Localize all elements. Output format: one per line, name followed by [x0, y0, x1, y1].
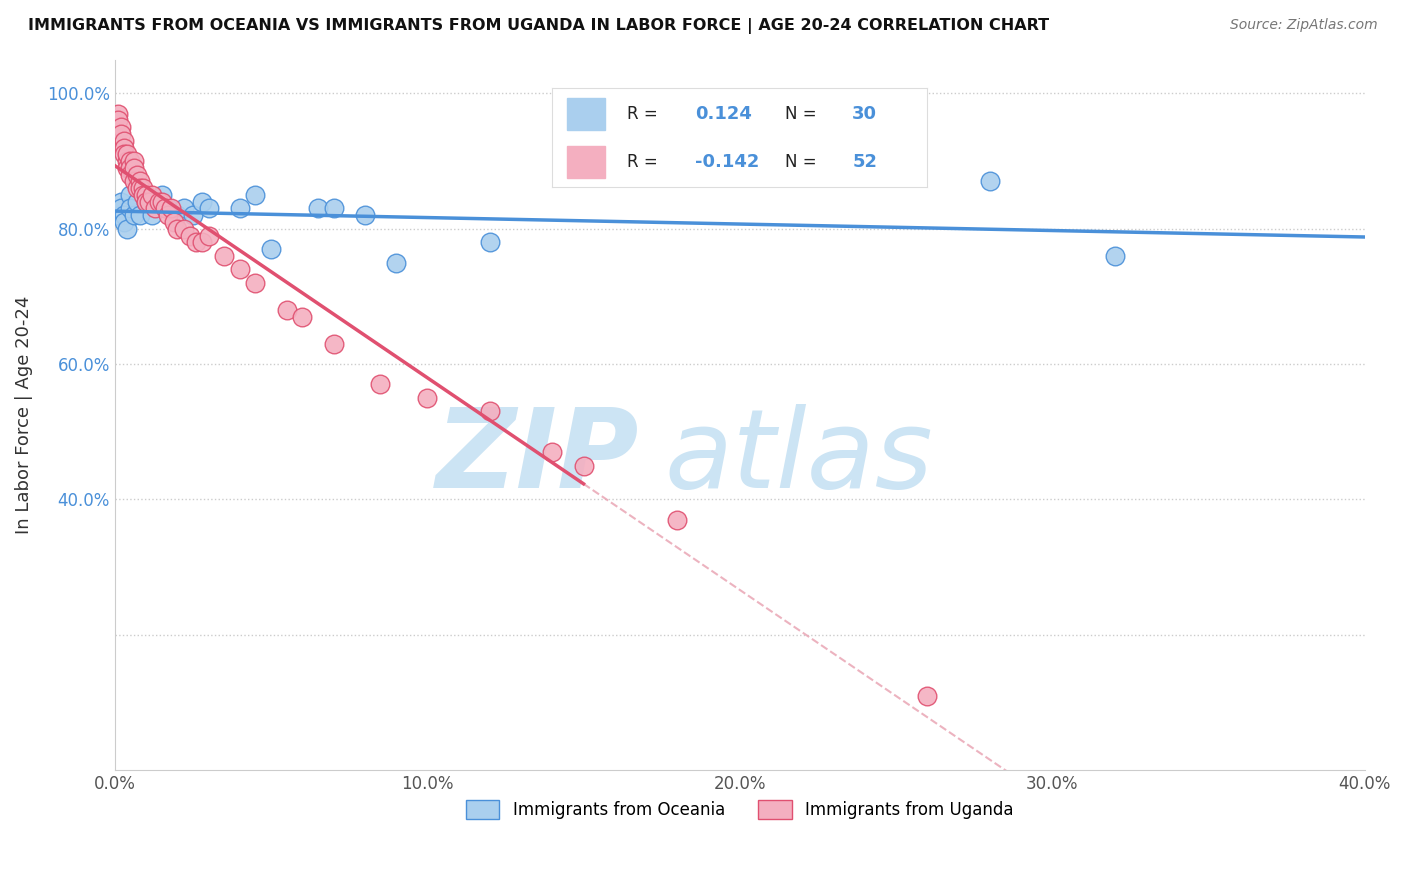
Point	[1104, 249, 1126, 263]
Point	[125, 181, 148, 195]
Point	[385, 255, 408, 269]
Point	[212, 249, 235, 263]
Point	[120, 202, 142, 216]
Point	[112, 134, 135, 148]
Point	[110, 194, 132, 209]
Point	[122, 174, 145, 188]
Point	[112, 140, 135, 154]
Point	[112, 215, 135, 229]
Point	[229, 262, 252, 277]
Point	[145, 202, 167, 216]
Point	[132, 188, 155, 202]
Point	[173, 202, 195, 216]
Point	[128, 208, 150, 222]
Point	[107, 106, 129, 120]
Point	[979, 174, 1001, 188]
Point	[191, 235, 214, 250]
Point	[197, 202, 219, 216]
Point	[307, 202, 329, 216]
Point	[120, 188, 142, 202]
Text: atlas: atlas	[665, 404, 934, 511]
Point	[112, 147, 135, 161]
Y-axis label: In Labor Force | Age 20-24: In Labor Force | Age 20-24	[15, 295, 32, 534]
Point	[166, 221, 188, 235]
Point	[117, 147, 139, 161]
Point	[572, 458, 595, 473]
Point	[110, 127, 132, 141]
Point	[245, 188, 267, 202]
Point	[541, 445, 564, 459]
Point	[260, 242, 283, 256]
Point	[148, 194, 170, 209]
Text: Source: ZipAtlas.com: Source: ZipAtlas.com	[1230, 18, 1378, 32]
Point	[291, 310, 314, 324]
Point	[666, 513, 689, 527]
Point	[120, 161, 142, 175]
Point	[128, 181, 150, 195]
Point	[107, 208, 129, 222]
Point	[322, 202, 344, 216]
Point	[166, 208, 188, 222]
Point	[160, 202, 183, 216]
Point	[138, 194, 160, 209]
Point	[478, 235, 501, 250]
Point	[110, 202, 132, 216]
Point	[416, 391, 439, 405]
Text: IMMIGRANTS FROM OCEANIA VS IMMIGRANTS FROM UGANDA IN LABOR FORCE | AGE 20-24 COR: IMMIGRANTS FROM OCEANIA VS IMMIGRANTS FR…	[28, 18, 1049, 34]
Point	[184, 235, 207, 250]
Point	[150, 188, 173, 202]
Point	[110, 120, 132, 135]
Point	[122, 208, 145, 222]
Point	[191, 194, 214, 209]
Point	[478, 404, 501, 418]
Point	[125, 194, 148, 209]
Point	[156, 208, 179, 222]
Text: ZIP: ZIP	[436, 404, 640, 511]
Point	[135, 194, 157, 209]
Point	[135, 194, 157, 209]
Point	[150, 194, 173, 209]
Point	[276, 302, 298, 317]
Point	[353, 208, 375, 222]
Point	[135, 188, 157, 202]
Point	[229, 202, 252, 216]
Point	[197, 228, 219, 243]
Point	[117, 154, 139, 169]
Point	[245, 276, 267, 290]
Point	[107, 113, 129, 128]
Point	[181, 208, 204, 222]
Point	[125, 168, 148, 182]
Point	[117, 161, 139, 175]
Point	[153, 202, 176, 216]
Point	[141, 208, 163, 222]
Point	[173, 221, 195, 235]
Point	[132, 181, 155, 195]
Point	[917, 689, 939, 703]
Point	[128, 174, 150, 188]
Point	[370, 377, 392, 392]
Point	[122, 161, 145, 175]
Point	[120, 154, 142, 169]
Point	[322, 336, 344, 351]
Point	[120, 168, 142, 182]
Point	[156, 202, 179, 216]
Legend: Immigrants from Oceania, Immigrants from Uganda: Immigrants from Oceania, Immigrants from…	[460, 793, 1021, 826]
Point	[163, 215, 186, 229]
Point	[122, 154, 145, 169]
Point	[112, 208, 135, 222]
Point	[141, 188, 163, 202]
Point	[117, 221, 139, 235]
Point	[179, 228, 201, 243]
